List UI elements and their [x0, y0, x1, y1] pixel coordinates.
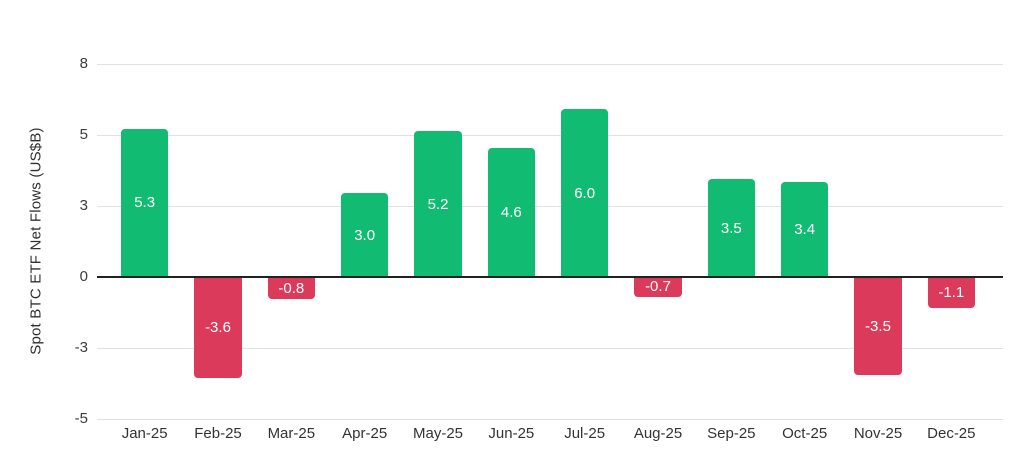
bar-value-label: 3.4: [794, 220, 816, 238]
bar-value-label: -3.5: [865, 317, 891, 335]
gridline: [97, 206, 1003, 207]
x-tick-label-feb-25: Feb-25: [194, 425, 242, 442]
x-tick-label-apr-25: Apr-25: [342, 425, 388, 442]
y-tick-label: 5: [79, 126, 88, 143]
y-tick-label: -5: [74, 410, 88, 427]
bar-value-label: 5.3: [134, 194, 156, 212]
bar-jan-25[interactable]: 5.3: [120, 128, 169, 277]
bar-value-label: 5.2: [427, 195, 449, 213]
bar-dec-25[interactable]: -1.1: [927, 277, 976, 308]
x-tick-label-may-25: May-25: [412, 425, 464, 442]
bar-value-label: -1.1: [938, 283, 965, 301]
bar-jul-25[interactable]: 6.0: [560, 109, 609, 277]
bar-value-label: 4.6: [500, 204, 522, 222]
gridline: [97, 135, 1003, 136]
bar-value-label: 3.5: [720, 219, 742, 237]
bar-jun-25[interactable]: 4.6: [487, 148, 536, 277]
y-tick-label: 8: [79, 55, 88, 72]
bar-nov-25[interactable]: -3.5: [854, 277, 902, 375]
gridline: [97, 419, 1003, 420]
bar-value-label: 6.0: [574, 184, 596, 202]
bar-may-25[interactable]: 5.2: [414, 131, 462, 277]
x-tick-label-nov-25: Nov-25: [853, 425, 903, 442]
y-tick-label: 3: [79, 197, 88, 214]
bar-value-label: -0.8: [278, 279, 305, 297]
bar-oct-25[interactable]: 3.4: [780, 181, 829, 277]
bar-value-label: -3.6: [205, 318, 231, 336]
bar-sep-25[interactable]: 3.5: [707, 179, 756, 277]
x-tick-label-mar-25: Mar-25: [267, 425, 316, 442]
x-tick-label-jun-25: Jun-25: [488, 425, 535, 442]
bar-value-label: 3.0: [354, 226, 376, 244]
gridline: [97, 64, 1003, 65]
x-tick-label-jan-25: Jan-25: [121, 425, 168, 442]
x-tick-label-oct-25: Oct-25: [782, 425, 828, 442]
y-axis-title: Spot BTC ETF Net Flows (US$B): [27, 127, 45, 355]
x-tick-label-sep-25: Sep-25: [707, 425, 756, 442]
x-tick-label-dec-25: Dec-25: [927, 425, 976, 442]
y-tick-label: 0: [79, 268, 88, 285]
bar-aug-25[interactable]: -0.7: [634, 277, 682, 297]
y-tick-label: -3: [74, 339, 88, 356]
x-tick-label-aug-25: Aug-25: [633, 425, 683, 442]
bar-feb-25[interactable]: -3.6: [194, 277, 242, 378]
x-tick-label-jul-25: Jul-25: [564, 425, 606, 442]
zero-axis-line: [97, 276, 1003, 278]
bar-apr-25[interactable]: 3.0: [340, 193, 389, 277]
gridline: [97, 348, 1003, 349]
bar-mar-25[interactable]: -0.8: [267, 277, 316, 300]
bar-value-label: -0.7: [645, 278, 671, 296]
